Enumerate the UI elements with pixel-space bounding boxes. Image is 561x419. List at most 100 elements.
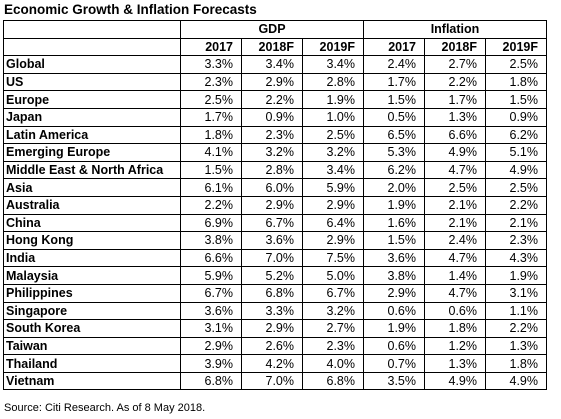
inflation-value-cell: 1.1% (485, 301, 547, 321)
gdp-value-cell: 2.5% (180, 90, 242, 109)
table-row: China 6.9% 6.7% 6.4% 1.6% 2.1% 2.1% (3, 213, 547, 233)
inflation-value-cell: 0.6% (363, 301, 425, 321)
gdp-value-cell: 3.2% (302, 143, 364, 162)
gdp-value-cell: 3.3% (241, 301, 303, 321)
inflation-value-cell: 0.7% (363, 354, 425, 373)
gdp-value-cell: 3.3% (180, 55, 242, 74)
gdp-value-cell: 1.7% (180, 107, 242, 127)
region-label: Global (3, 55, 181, 74)
gdp-value-cell: 1.9% (302, 90, 364, 109)
inflation-value-cell: 2.3% (485, 231, 547, 250)
gdp-value-cell: 2.9% (241, 319, 303, 338)
inflation-value-cell: 4.9% (485, 160, 547, 180)
group-header-row: GDP Inflation (3, 20, 547, 39)
gdp-value-cell: 4.0% (302, 354, 364, 373)
table-row: Europe 2.5% 2.2% 1.9% 1.5% 1.7% 1.5% (3, 90, 547, 109)
inflation-value-cell: 3.8% (363, 266, 425, 285)
inflation-value-cell: 1.8% (424, 319, 486, 338)
gdp-value-cell: 5.9% (180, 266, 242, 285)
gdp-value-cell: 7.0% (241, 371, 303, 391)
inflation-value-cell: 2.5% (485, 178, 547, 197)
inflation-value-cell: 2.9% (363, 283, 425, 303)
region-label: Middle East & North Africa (3, 160, 181, 180)
gdp-value-cell: 2.3% (241, 125, 303, 145)
inflation-value-cell: 1.9% (363, 319, 425, 338)
region-label: India (3, 248, 181, 268)
region-label: Malaysia (3, 266, 181, 285)
inflation-value-cell: 4.3% (485, 248, 547, 268)
inflation-value-cell: 0.5% (363, 107, 425, 127)
region-label: South Korea (3, 319, 181, 338)
inflation-value-cell: 6.2% (363, 160, 425, 180)
table-row: Emerging Europe 4.1% 3.2% 3.2% 5.3% 4.9% 5.1% (3, 143, 547, 162)
gdp-value-cell: 7.5% (302, 248, 364, 268)
inflation-value-cell: 2.2% (485, 319, 547, 338)
inflation-value-cell: 2.2% (485, 195, 547, 215)
gdp-value-cell: 2.9% (302, 231, 364, 250)
forecast-table: GDP Inflation 2017 2018F 2019F 2017 2018… (3, 20, 547, 391)
inflation-value-cell: 2.7% (424, 55, 486, 74)
gdp-value-cell: 6.6% (180, 248, 242, 268)
inflation-year-header: 2018F (424, 37, 486, 57)
gdp-value-cell: 2.3% (180, 72, 242, 92)
inflation-value-cell: 1.9% (363, 195, 425, 215)
inflation-value-cell: 1.5% (363, 90, 425, 109)
gdp-value-cell: 3.1% (180, 319, 242, 338)
region-label: Latin America (3, 125, 181, 145)
table-title: Economic Growth & Inflation Forecasts (4, 2, 257, 17)
gdp-value-cell: 6.9% (180, 213, 242, 233)
source-note: Source: Citi Research. As of 8 May 2018. (4, 402, 206, 414)
gdp-value-cell: 4.1% (180, 143, 242, 162)
inflation-value-cell: 3.6% (363, 248, 425, 268)
inflation-value-cell: 6.5% (363, 125, 425, 145)
table-row: Asia 6.1% 6.0% 5.9% 2.0% 2.5% 2.5% (3, 178, 547, 197)
gdp-value-cell: 2.9% (302, 195, 364, 215)
gdp-value-cell: 6.4% (302, 213, 364, 233)
inflation-year-header: 2017 (363, 37, 425, 57)
inflation-value-cell: 1.3% (424, 107, 486, 127)
region-label: Taiwan (3, 336, 181, 356)
inflation-value-cell: 6.2% (485, 125, 547, 145)
gdp-value-cell: 4.2% (241, 354, 303, 373)
region-label: Europe (3, 90, 181, 109)
gdp-value-cell: 5.9% (302, 178, 364, 197)
region-label: Philippines (3, 283, 181, 303)
inflation-value-cell: 4.7% (424, 160, 486, 180)
gdp-value-cell: 2.9% (180, 336, 242, 356)
gdp-value-cell: 3.4% (241, 55, 303, 74)
gdp-value-cell: 2.6% (241, 336, 303, 356)
gdp-value-cell: 2.8% (241, 160, 303, 180)
region-label: Emerging Europe (3, 143, 181, 162)
region-label: Thailand (3, 354, 181, 373)
inflation-value-cell: 1.3% (424, 354, 486, 373)
inflation-value-cell: 1.4% (424, 266, 486, 285)
inflation-value-cell: 2.5% (485, 55, 547, 74)
region-header-corner (3, 20, 181, 39)
table-row: Malaysia 5.9% 5.2% 5.0% 3.8% 1.4% 1.9% (3, 266, 547, 285)
table-row: Australia 2.2% 2.9% 2.9% 1.9% 2.1% 2.2% (3, 195, 547, 215)
table-row: Taiwan 2.9% 2.6% 2.3% 0.6% 1.2% 1.3% (3, 336, 547, 356)
inflation-value-cell: 2.1% (485, 213, 547, 233)
region-header-blank (3, 37, 181, 57)
region-label: Japan (3, 107, 181, 127)
inflation-value-cell: 5.3% (363, 143, 425, 162)
table-row: US 2.3% 2.9% 2.8% 1.7% 2.2% 1.8% (3, 72, 547, 92)
gdp-value-cell: 2.3% (302, 336, 364, 356)
gdp-value-cell: 3.4% (302, 160, 364, 180)
gdp-value-cell: 2.5% (302, 125, 364, 145)
table-body: Global 3.3% 3.4% 3.4% 2.4% 2.7% 2.5% US 2.3% 2.9%… (3, 55, 547, 391)
inflation-value-cell: 2.5% (424, 178, 486, 197)
gdp-value-cell: 3.9% (180, 354, 242, 373)
gdp-value-cell: 6.1% (180, 178, 242, 197)
gdp-value-cell: 6.8% (302, 371, 364, 391)
gdp-value-cell: 6.7% (180, 283, 242, 303)
gdp-group-header: GDP (180, 20, 364, 39)
table-row: Middle East & North Africa 1.5% 2.8% 3.4% 6.… (3, 160, 547, 180)
gdp-value-cell: 6.8% (180, 371, 242, 391)
region-label: Australia (3, 195, 181, 215)
inflation-value-cell: 1.7% (424, 90, 486, 109)
inflation-value-cell: 1.8% (485, 354, 547, 373)
inflation-value-cell: 1.7% (363, 72, 425, 92)
table-row: Singapore 3.6% 3.3% 3.2% 0.6% 0.6% 1.1% (3, 301, 547, 321)
gdp-value-cell: 3.6% (180, 301, 242, 321)
